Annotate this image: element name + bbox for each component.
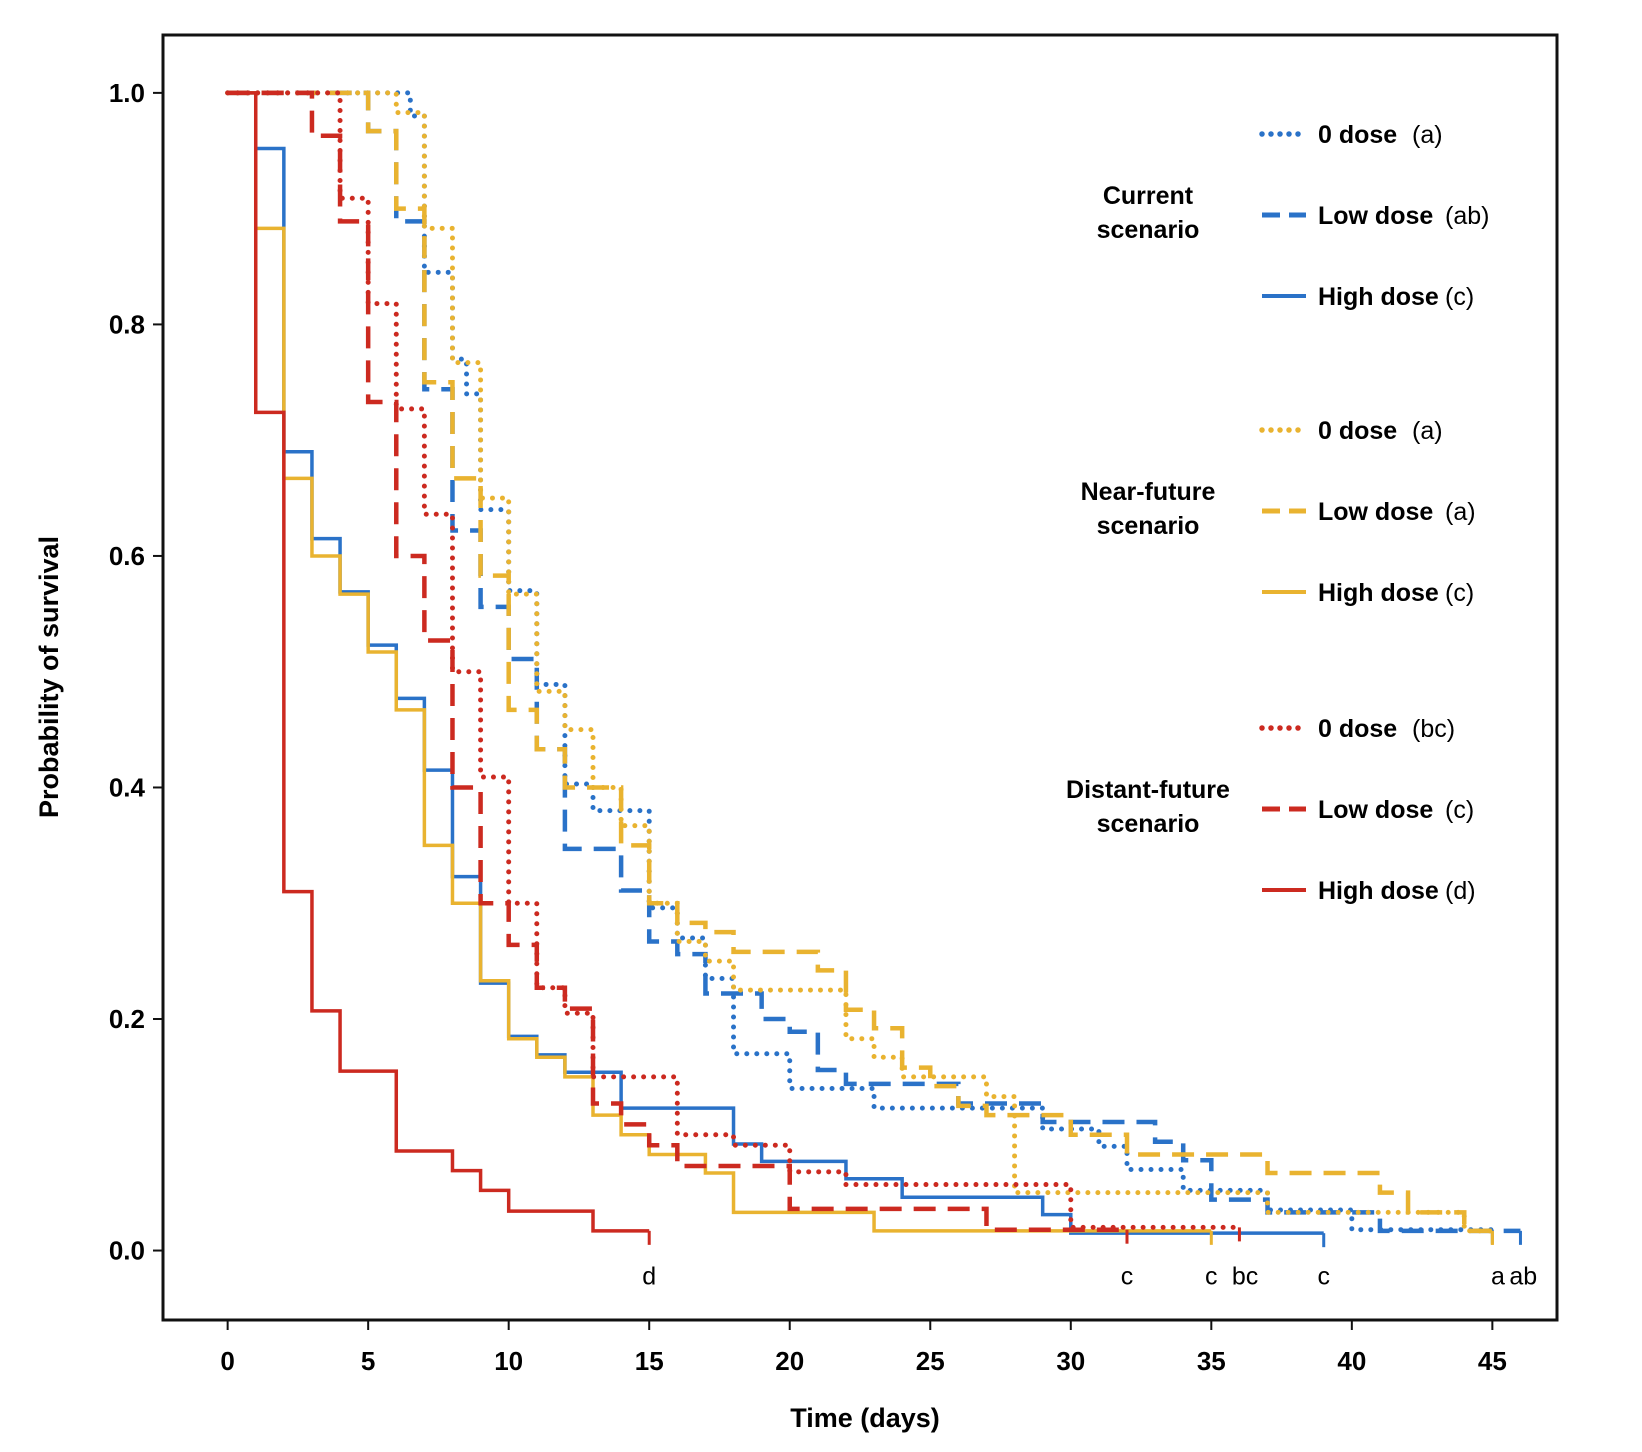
legend-label: Low dose xyxy=(1318,202,1433,230)
x-tick-label: 35 xyxy=(1197,1346,1226,1376)
legend-scenario-title: Near-future xyxy=(1081,478,1216,506)
y-tick-label: 0.2 xyxy=(109,1004,145,1034)
legend-label: 0 dose xyxy=(1318,121,1397,149)
y-tick-label: 0.4 xyxy=(109,772,146,802)
y-axis: 0.0 0.2 0.4 0.6 0.8 1.0 xyxy=(109,78,163,1266)
legend-label: 0 dose xyxy=(1318,715,1397,743)
series-near-future-0-dose xyxy=(225,90,1495,1234)
x-tick-label: 20 xyxy=(775,1346,804,1376)
legend-significance: (bc) xyxy=(1412,715,1455,743)
series-near-future-high-dose xyxy=(227,91,1212,1233)
plot-frame xyxy=(161,33,1559,1322)
significance-label: d xyxy=(642,1263,656,1291)
significance-label: ab xyxy=(1509,1263,1537,1291)
legend-label: Low dose xyxy=(1318,498,1433,526)
legend-significance: (c) xyxy=(1445,579,1474,607)
censor-annotations: d c c bc c a ab xyxy=(642,1263,1537,1291)
significance-label: c xyxy=(1121,1263,1134,1291)
y-tick-label: 0.6 xyxy=(109,541,145,571)
y-tick-label: 0.0 xyxy=(109,1236,145,1266)
x-tick-label: 25 xyxy=(916,1346,945,1376)
legend-significance: (a) xyxy=(1445,498,1476,526)
legend: 0 dose (a)Low dose (ab)High dose (c)Current… xyxy=(1066,121,1489,905)
x-tick-label: 10 xyxy=(494,1346,523,1376)
significance-label: c xyxy=(1205,1263,1218,1291)
legend-label: High dose xyxy=(1318,579,1439,607)
legend-significance: (ab) xyxy=(1445,202,1489,230)
series-distant-future-0-dose xyxy=(225,90,1242,1230)
series-current-high-dose xyxy=(227,91,1324,1235)
x-tick-label: 45 xyxy=(1478,1346,1507,1376)
series-current-low-dose xyxy=(227,90,1521,1234)
legend-scenario-title: scenario xyxy=(1097,810,1200,838)
x-tick-label: 15 xyxy=(635,1346,664,1376)
x-tick-label: 30 xyxy=(1056,1346,1085,1376)
legend-significance: (a) xyxy=(1412,121,1443,149)
series-lines xyxy=(225,90,1522,1248)
series-distant-future-high-dose xyxy=(227,91,650,1233)
y-tick-label: 1.0 xyxy=(109,78,145,108)
legend-significance: (a) xyxy=(1412,417,1443,445)
legend-label: 0 dose xyxy=(1318,417,1397,445)
x-tick-label: 5 xyxy=(361,1346,375,1376)
series-distant-future-low-dose xyxy=(227,90,1127,1232)
x-tick-label: 0 xyxy=(220,1346,234,1376)
legend-significance: (c) xyxy=(1445,283,1474,311)
y-tick-label: 0.8 xyxy=(109,309,145,339)
significance-label: a xyxy=(1491,1263,1505,1291)
legend-label: High dose xyxy=(1318,283,1439,311)
legend-scenario-title: scenario xyxy=(1097,512,1200,540)
x-axis: 0 5 10 15 20 25 30 35 40 45 xyxy=(220,1320,1507,1376)
significance-label: bc xyxy=(1232,1263,1258,1291)
series-current-0-dose xyxy=(225,90,1495,1233)
legend-scenario-title: scenario xyxy=(1097,216,1200,244)
legend-scenario-title: Distant-future xyxy=(1066,776,1230,804)
x-axis-label: Time (days) xyxy=(790,1403,940,1433)
y-axis-label: Probability of survival xyxy=(34,536,64,818)
series-near-future-low-dose xyxy=(227,90,1493,1234)
x-tick-label: 40 xyxy=(1337,1346,1366,1376)
significance-label: c xyxy=(1317,1263,1330,1291)
legend-label: Low dose xyxy=(1318,796,1433,824)
legend-significance: (c) xyxy=(1445,796,1474,824)
legend-label: High dose xyxy=(1318,877,1439,905)
legend-scenario-title: Current xyxy=(1103,182,1194,210)
legend-significance: (d) xyxy=(1445,877,1476,905)
